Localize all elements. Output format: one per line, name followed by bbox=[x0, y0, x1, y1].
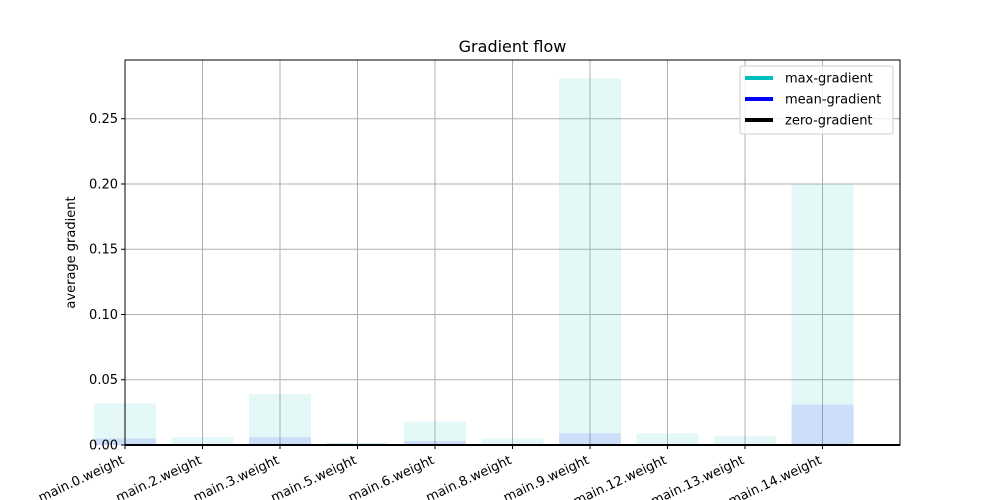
legend-label: max-gradient bbox=[785, 72, 873, 87]
y-tick-label: 0.20 bbox=[89, 177, 118, 192]
y-tick-label: 0.10 bbox=[89, 308, 118, 323]
max-gradient-bar bbox=[481, 438, 544, 445]
max-gradient-bar bbox=[326, 442, 389, 445]
max-gradient-bar bbox=[249, 394, 311, 445]
mean-gradient-bar bbox=[404, 441, 466, 445]
y-axis-label: average gradient bbox=[64, 196, 79, 308]
max-gradient-bar bbox=[559, 78, 621, 446]
legend: max-gradient mean-gradient zero-gradient bbox=[739, 65, 894, 135]
legend-box bbox=[739, 65, 894, 135]
max-gradient-bar bbox=[791, 183, 854, 446]
y-tick-label: 0.00 bbox=[89, 439, 118, 454]
chart-title: Gradient flow bbox=[459, 37, 567, 56]
mean-gradient-bar bbox=[249, 437, 311, 445]
y-axis-ticks: 0.00 0.05 0.10 0.15 0.20 0.25 bbox=[89, 112, 125, 454]
max-gradient-bar bbox=[714, 435, 776, 445]
y-tick-label: 0.25 bbox=[89, 112, 118, 127]
y-tick-label: 0.05 bbox=[89, 373, 118, 388]
y-tick-label: 0.15 bbox=[89, 243, 118, 258]
max-gradient-bar bbox=[171, 437, 234, 445]
mean-gradient-bar bbox=[791, 404, 854, 445]
legend-label: zero-gradient bbox=[785, 114, 873, 129]
max-gradient-bar bbox=[404, 421, 466, 445]
mean-gradient-bar bbox=[559, 433, 621, 445]
max-gradient-bars bbox=[94, 78, 854, 446]
max-gradient-bar bbox=[636, 433, 699, 445]
grid bbox=[124, 60, 900, 446]
x-axis-ticks: main.0.weightmain.2.weightmain.3.weightm… bbox=[36, 445, 824, 500]
legend-label: mean-gradient bbox=[785, 93, 881, 108]
